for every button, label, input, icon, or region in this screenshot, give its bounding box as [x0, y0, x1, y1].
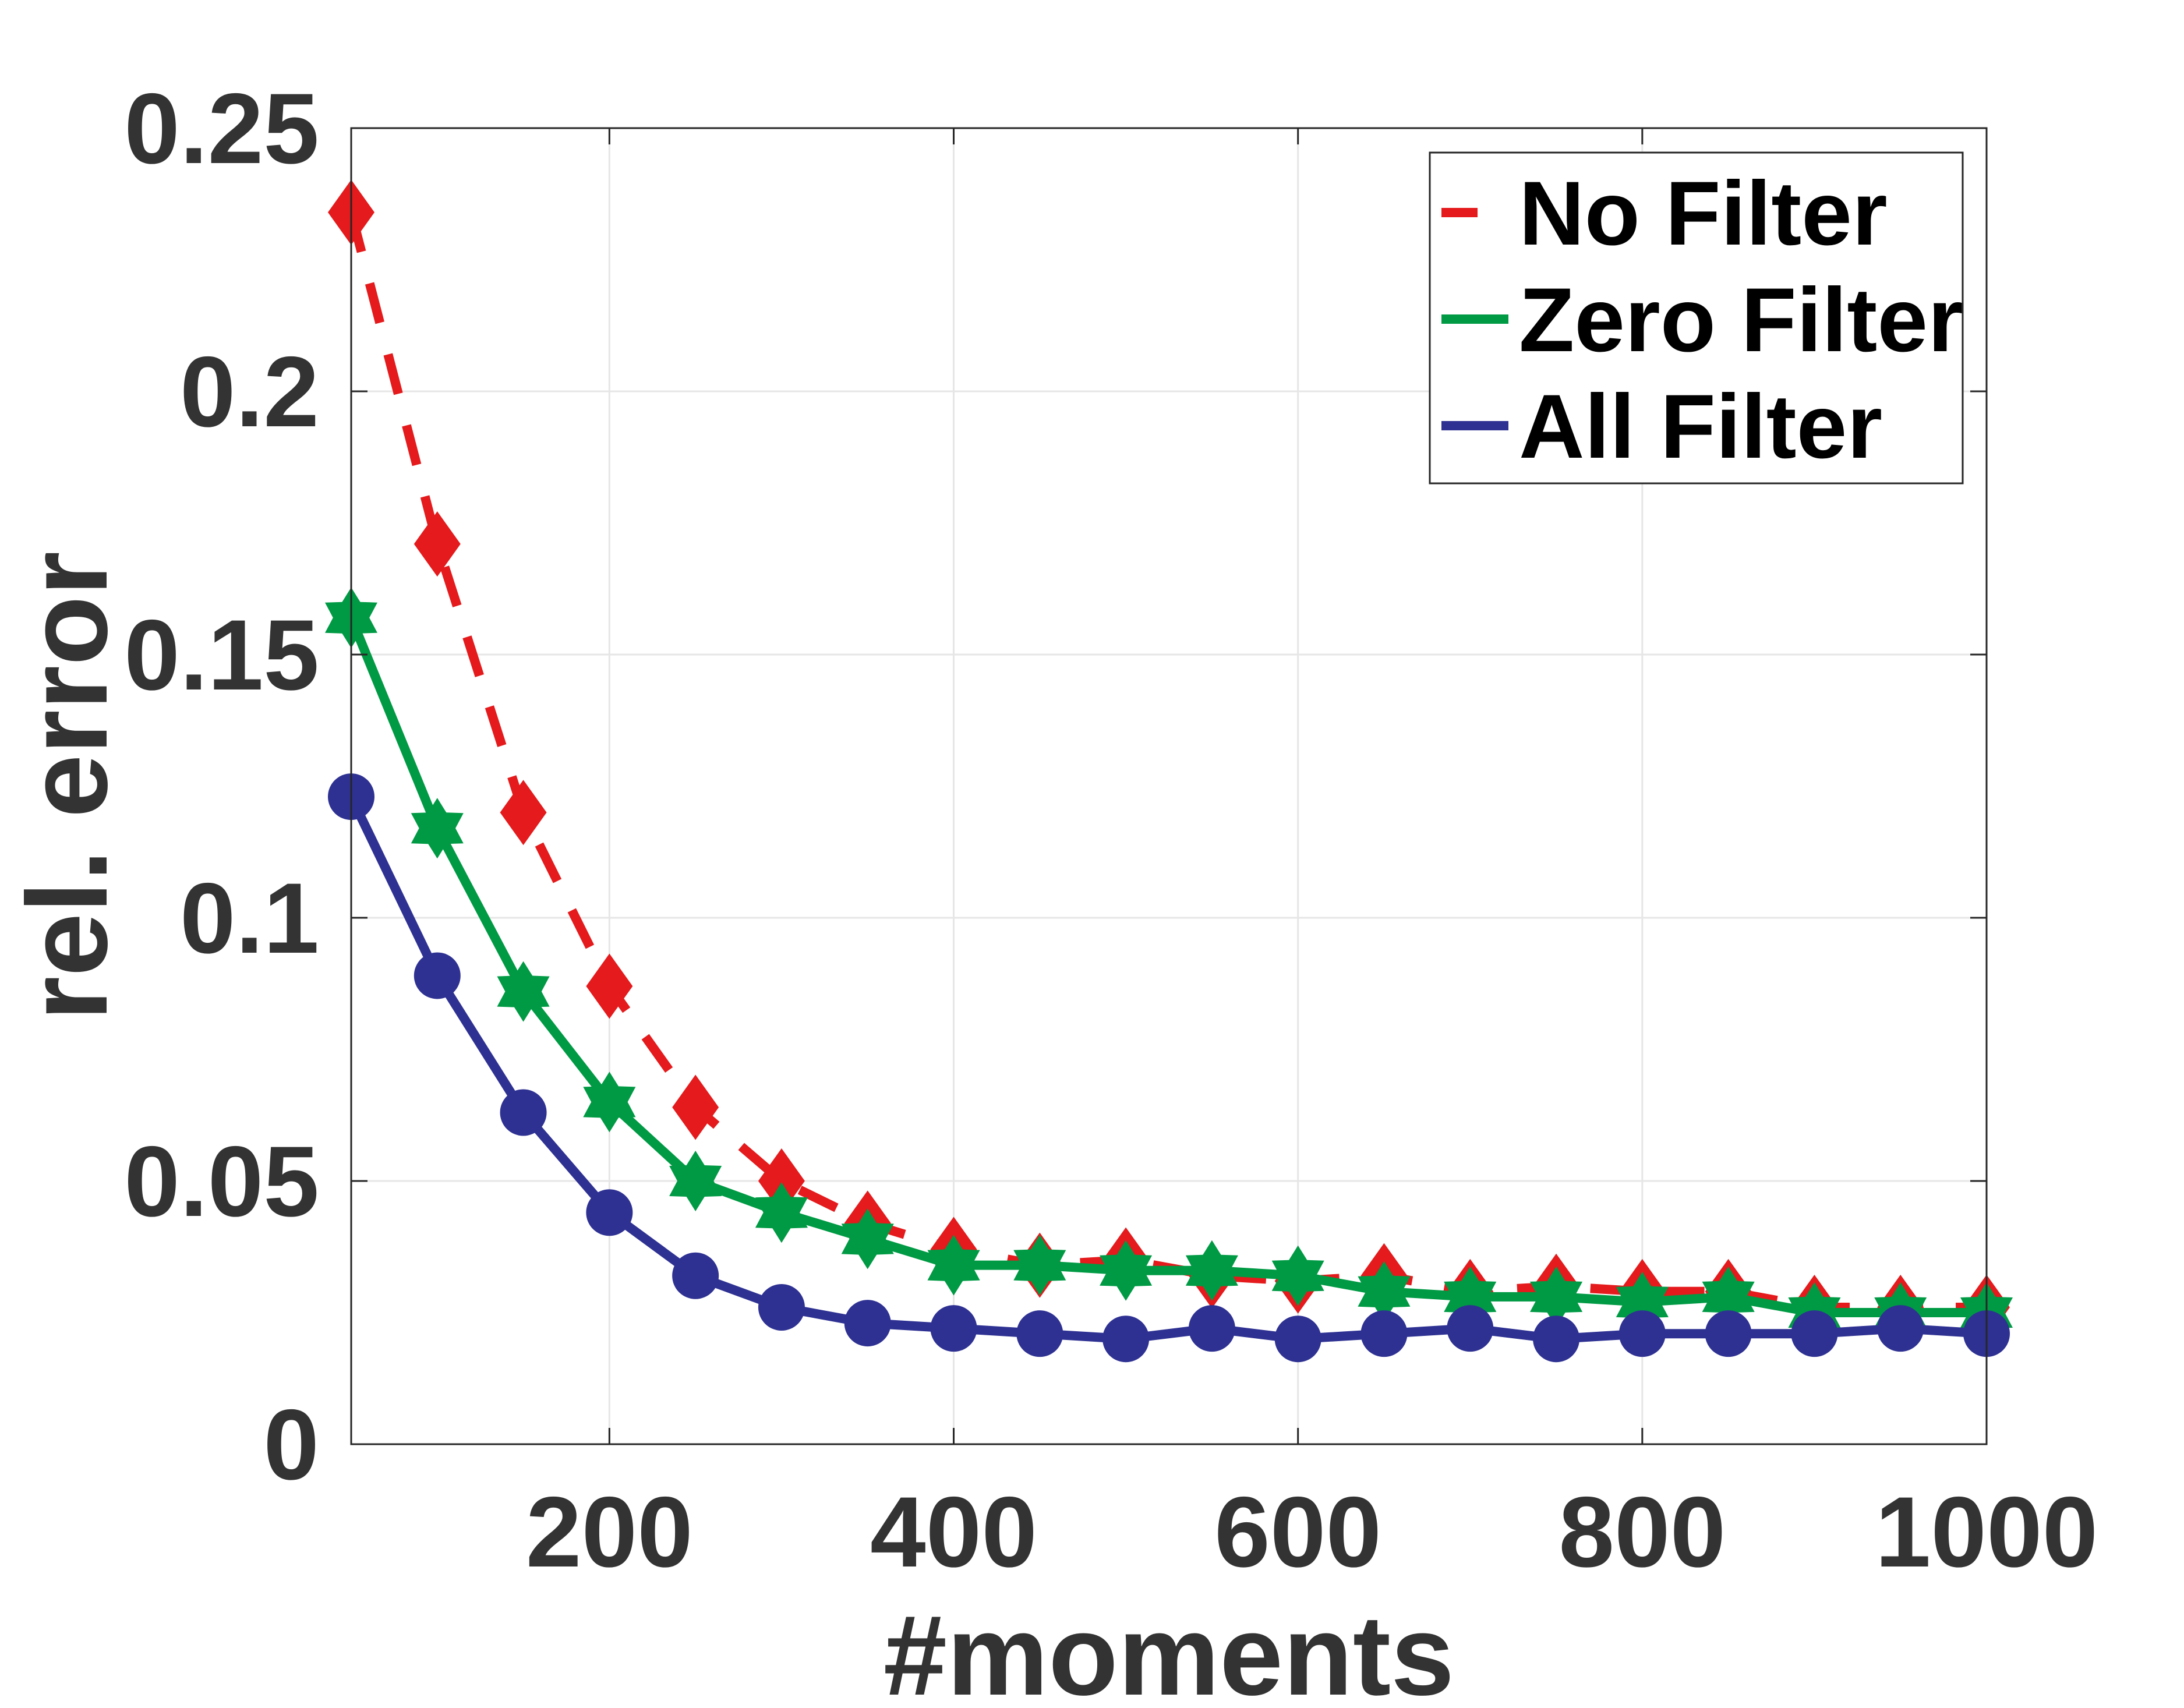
x-tick-label: 400 — [870, 1476, 1037, 1588]
no-filter-marker — [586, 953, 633, 1019]
all-filter-marker — [1274, 1316, 1321, 1363]
all-filter-marker — [500, 1089, 547, 1136]
no-filter-marker — [672, 1074, 719, 1140]
x-tick-label: 1000 — [1875, 1476, 2098, 1588]
x-tick-label: 200 — [526, 1476, 693, 1588]
all-filter-marker — [1016, 1310, 1063, 1357]
legend-box — [1429, 151, 1964, 485]
all-filter-marker — [1188, 1305, 1235, 1352]
y-tick-label: 0.05 — [124, 1126, 319, 1237]
zero-filter-marker — [583, 1072, 636, 1133]
all-filter-marker — [1618, 1310, 1666, 1357]
zero-filter-marker — [841, 1208, 894, 1269]
y-tick-label: 0.2 — [180, 336, 319, 448]
all-filter-marker — [672, 1252, 719, 1299]
all-filter-marker — [758, 1283, 805, 1331]
zero-filter-marker — [497, 961, 550, 1022]
zero-filter-marker — [1013, 1235, 1066, 1296]
y-axis-title: rel. error — [3, 551, 131, 1021]
zero-filter-marker — [669, 1151, 722, 1211]
zero-filter-marker — [1271, 1245, 1324, 1306]
x-tick-label: 800 — [1559, 1476, 1726, 1588]
zero-filter-marker — [1358, 1261, 1411, 1322]
zero-filter-marker — [927, 1235, 980, 1296]
all-filter-marker — [1705, 1310, 1752, 1357]
y-tick-label: 0.15 — [124, 599, 319, 711]
all-filter-marker — [1102, 1316, 1150, 1363]
all-filter-marker — [586, 1189, 633, 1236]
zero-filter-marker — [755, 1182, 808, 1243]
no-filter-marker — [414, 511, 461, 577]
all-filter-marker — [1791, 1310, 1838, 1357]
x-tick-label: 600 — [1214, 1476, 1381, 1588]
all-filter-marker — [844, 1300, 891, 1347]
zero-filter-marker — [1185, 1240, 1238, 1301]
zero-filter-marker — [1702, 1266, 1755, 1327]
series-zero-filter — [325, 587, 2013, 1343]
plot-frame — [350, 127, 1988, 1445]
all-filter-marker — [1533, 1316, 1580, 1363]
y-tick-label: 0.1 — [180, 862, 319, 974]
zero-filter-marker — [1100, 1240, 1153, 1301]
all-filter-marker — [1447, 1305, 1494, 1352]
zero-filter-marker — [411, 798, 464, 859]
all-filter-marker — [1360, 1310, 1408, 1357]
y-tick-label: 0 — [263, 1389, 319, 1501]
legend-label-all-filter: All Filter — [1519, 376, 1882, 478]
y-tick-label: 0.25 — [124, 73, 319, 185]
all-filter-marker — [930, 1305, 977, 1352]
ticks: 200 400 600 800 1000 0 0.05 0.1 0.15 0.2 0.25 — [124, 73, 2098, 1588]
all-filter-marker — [1877, 1305, 1924, 1352]
all-filter-marker — [414, 952, 461, 999]
legend-label-no-filter: No Filter — [1519, 163, 1888, 264]
legend-label-zero-filter: Zero Filter — [1519, 270, 1963, 371]
no-filter-marker — [500, 780, 547, 846]
zero-filter-marker — [1530, 1266, 1583, 1327]
x-axis-title: #moments — [884, 1592, 1454, 1708]
